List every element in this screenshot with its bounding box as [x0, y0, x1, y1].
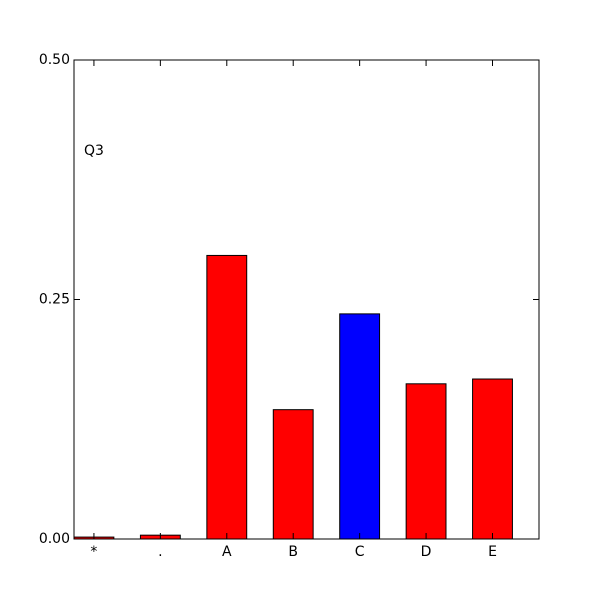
x-tick-label: A: [222, 544, 232, 560]
y-tick-label: 0.25: [39, 292, 70, 308]
bar: [405, 383, 447, 540]
x-tick-label: B: [288, 544, 298, 560]
bar: [206, 254, 248, 540]
bar: [472, 378, 513, 540]
y-tick-label: 0.00: [39, 531, 70, 547]
x-tick-label: E: [488, 544, 497, 560]
x-tick-label: *: [90, 544, 97, 560]
annotation: Q3: [84, 143, 104, 159]
x-tick-label: D: [421, 544, 432, 560]
x-tick-label: C: [355, 544, 365, 560]
bar: [339, 313, 381, 540]
bar: [272, 409, 314, 540]
x-tick-label: .: [158, 544, 162, 560]
plot-frame: [73, 59, 540, 540]
y-tick-label: 0.50: [39, 52, 70, 68]
